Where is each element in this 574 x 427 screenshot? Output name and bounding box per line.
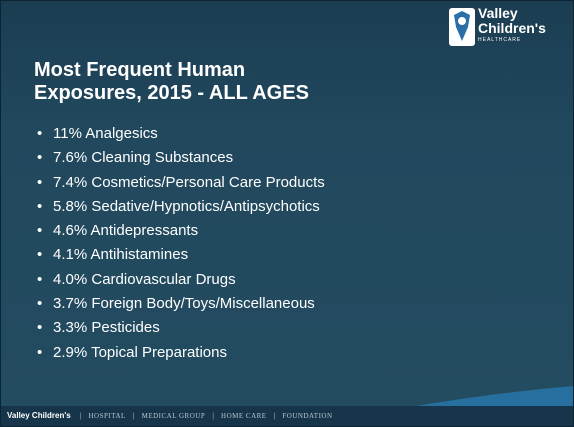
bullet-item: 3.7% Foreign Body/Toys/Miscellaneous bbox=[37, 292, 325, 316]
bullet-item: 4.6% Antidepressants bbox=[37, 219, 325, 243]
slide-title: Most Frequent Human Exposures, 2015 - AL… bbox=[34, 59, 309, 105]
footer-link: HOME CARE bbox=[221, 412, 267, 420]
footer: Valley Children's | HOSPITAL | MEDICAL GROU… bbox=[1, 406, 573, 426]
bullet-item: 5.8% Sedative/Hypnotics/Antipsychotics bbox=[37, 195, 325, 219]
bullet-item: 4.0% Cardiovascular Drugs bbox=[37, 268, 325, 292]
footer-link: MEDICAL GROUP bbox=[141, 412, 206, 420]
logo: Valley Children's HEALTHCARE bbox=[448, 5, 572, 49]
footer-brand: Valley Children's bbox=[7, 411, 71, 420]
bullet-item: 7.6% Cleaning Substances bbox=[37, 146, 325, 170]
bullet-item: 4.1% Antihistamines bbox=[37, 243, 325, 267]
footer-link: FOUNDATION bbox=[282, 412, 333, 420]
bullet-list: 11% Analgesics7.6% Cleaning Substances7.… bbox=[37, 122, 325, 365]
logo-text: HEALTHCARE bbox=[478, 37, 522, 43]
bullet-item: 11% Analgesics bbox=[37, 122, 325, 146]
title-line: Exposures, 2015 - ALL AGES bbox=[34, 82, 309, 104]
footer-link: HOSPITAL bbox=[88, 412, 126, 420]
bullet-item: 2.9% Topical Preparations bbox=[37, 341, 325, 365]
logo-icon bbox=[449, 8, 475, 46]
footer-separator: | bbox=[79, 413, 82, 420]
footer-separator: | bbox=[273, 413, 276, 420]
bullet-item: 3.3% Pesticides bbox=[37, 316, 325, 340]
logo-text: Children's bbox=[478, 20, 546, 36]
logo-text: Valley bbox=[478, 5, 518, 21]
bullet-item: 7.4% Cosmetics/Personal Care Products bbox=[37, 171, 325, 195]
footer-separator: | bbox=[132, 413, 135, 420]
title-line: Most Frequent Human bbox=[34, 59, 246, 81]
footer-separator: | bbox=[212, 413, 215, 420]
